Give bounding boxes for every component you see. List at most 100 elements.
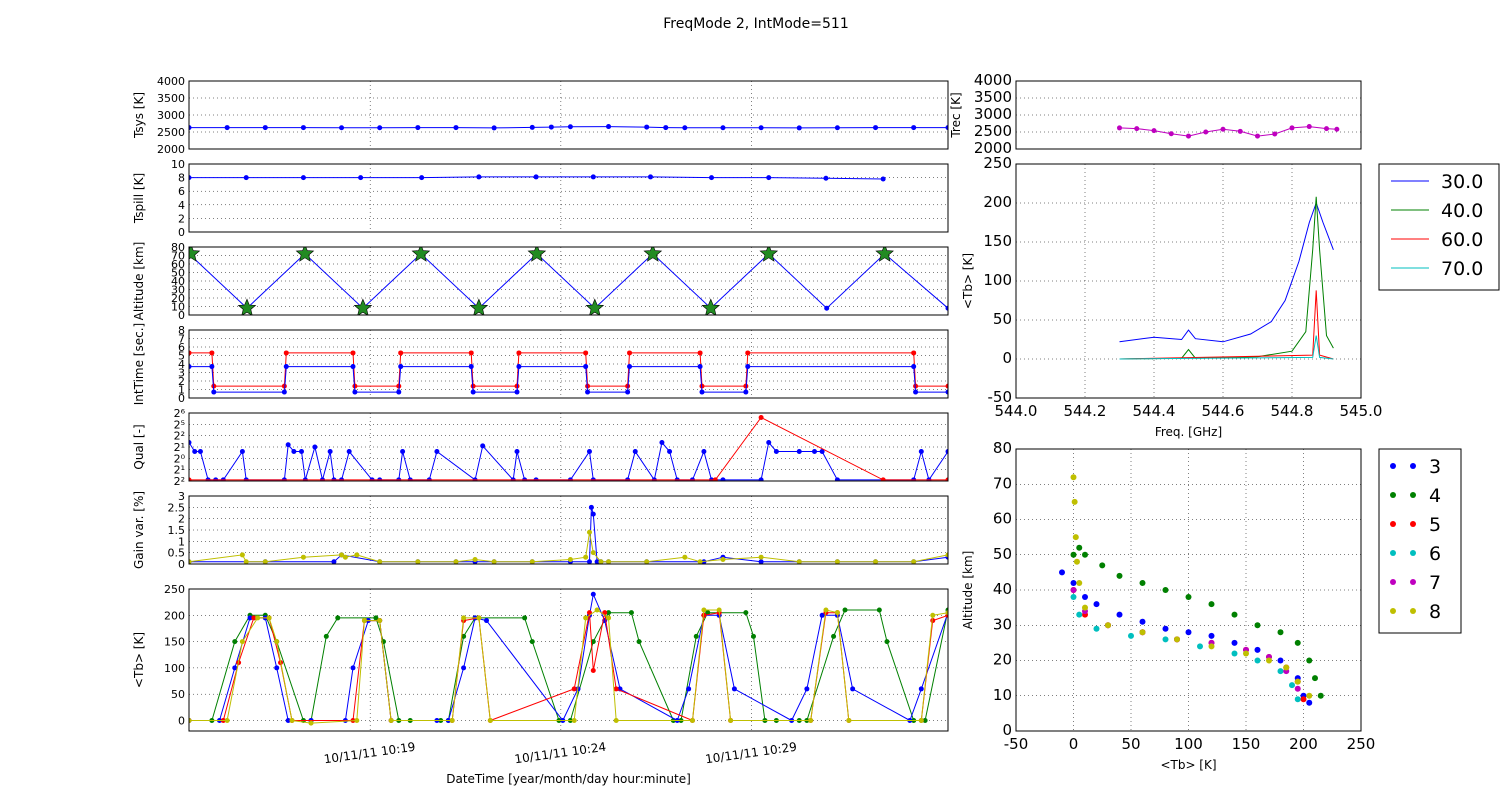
data-point (461, 665, 467, 671)
data-point (918, 717, 924, 723)
data-point (346, 449, 352, 455)
y-tick-label: 250 (983, 154, 1012, 172)
y-tick-label: 50 (993, 310, 1012, 328)
data-point (449, 717, 455, 723)
data-point (354, 717, 360, 723)
data-point (613, 686, 619, 692)
y-tick-label: 10 (171, 158, 185, 171)
y-tick-label: 40 (993, 580, 1012, 598)
data-point (300, 125, 306, 131)
data-point (192, 449, 198, 455)
data-point (1220, 126, 1226, 132)
y-tick-label: 2000 (157, 143, 185, 156)
data-point (1162, 625, 1169, 632)
data-point (823, 175, 829, 181)
legend-label: 8 (1429, 601, 1441, 623)
data-point (1277, 657, 1284, 664)
data-point (1294, 696, 1301, 703)
data-point (398, 350, 404, 356)
data-point (516, 350, 522, 356)
data-point (251, 615, 257, 621)
data-point (648, 174, 654, 180)
legend-marker (1390, 521, 1396, 527)
data-point (396, 389, 402, 395)
data-point (480, 443, 486, 449)
data-point (594, 559, 600, 564)
y-axis-label: Tsys [K] (132, 92, 146, 139)
data-point (567, 124, 573, 130)
data-point (232, 639, 238, 645)
data-point (796, 559, 802, 564)
axes-frame (1015, 448, 1362, 732)
data-point (1139, 579, 1146, 586)
data-point (583, 615, 589, 621)
data-point (529, 124, 535, 130)
data-point (529, 639, 535, 645)
data-point (308, 720, 314, 726)
y-tick-label: 10 (171, 301, 185, 314)
data-point (586, 559, 592, 564)
y-tick-label: 70 (993, 474, 1012, 492)
x-tick-label: 10/11/11 10:19 (323, 740, 416, 767)
data-point (1093, 601, 1100, 608)
data-point (529, 559, 535, 564)
legend-marker (1390, 550, 1396, 556)
data-point (1093, 625, 1100, 632)
data-point (388, 717, 394, 723)
y-tick-label: 20 (171, 292, 185, 305)
data-point (1306, 699, 1313, 706)
x-tick-label: 10/11/11 10:29 (704, 740, 797, 767)
data-point (945, 305, 948, 311)
y-tick-label: 3000 (157, 109, 185, 122)
data-point (516, 364, 522, 370)
data-point (299, 449, 305, 455)
y-axis-label: Trec [K] (949, 92, 963, 138)
data-point (1116, 572, 1123, 579)
y-tick-label: 8 (178, 172, 185, 185)
data-point (945, 383, 948, 389)
series-line-0 (189, 441, 948, 481)
series-line-3 (189, 609, 948, 724)
data-point (819, 449, 825, 455)
data-point (701, 607, 707, 613)
data-point (758, 554, 764, 560)
x-tick-label: 544.6 (1202, 402, 1245, 420)
x-tick-label: 200 (1289, 735, 1318, 753)
legend-marker (1390, 579, 1396, 585)
data-point (590, 668, 596, 674)
y-tick-label: 30 (993, 615, 1012, 633)
series-line-3 (1119, 335, 1334, 360)
data-point (819, 612, 825, 618)
data-point (1306, 657, 1313, 664)
legend-marker (1410, 608, 1416, 614)
data-point (189, 559, 192, 564)
data-point (876, 607, 882, 613)
x-tick-label: -50 (1004, 735, 1029, 753)
data-point (476, 615, 482, 621)
axes-frame (188, 163, 949, 233)
data-point (1073, 558, 1080, 565)
data-point (1231, 650, 1238, 657)
legend-label: 6 (1429, 543, 1441, 565)
y-tick-label: 3 (178, 490, 185, 503)
data-point (606, 559, 612, 564)
data-point (1162, 636, 1169, 643)
data-point (1289, 682, 1295, 689)
legend-label: 60.0 (1441, 229, 1483, 251)
data-point (823, 607, 829, 613)
data-point (468, 350, 474, 356)
data-point (377, 618, 383, 624)
data-point (1174, 636, 1180, 643)
y-tick-label: 2 (178, 513, 185, 526)
data-point (373, 615, 379, 621)
y-tick-label: 40 (171, 275, 185, 288)
data-point (1203, 129, 1209, 135)
data-point (758, 477, 764, 481)
data-point (590, 511, 596, 517)
data-point (1162, 587, 1169, 593)
data-point (243, 559, 249, 564)
series-line-0 (189, 609, 948, 721)
